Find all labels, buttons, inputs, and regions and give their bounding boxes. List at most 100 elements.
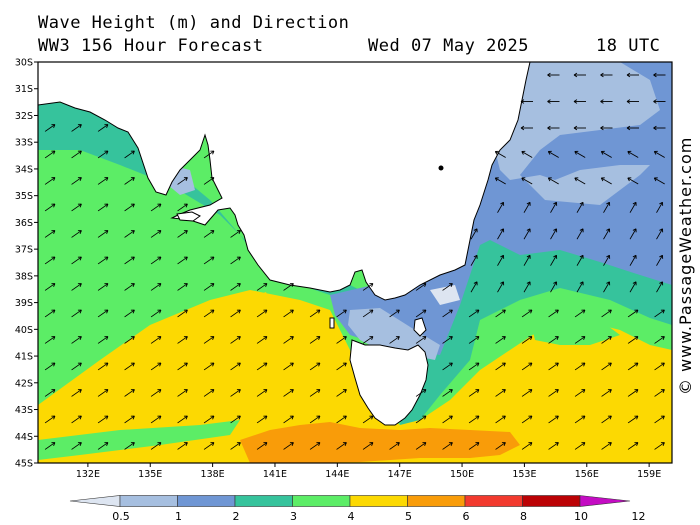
wave-arrow	[468, 309, 480, 318]
lon-label: 159E	[637, 469, 661, 480]
legend-swatch	[234, 495, 293, 507]
legend-label: 8	[520, 510, 527, 523]
mainland-australia	[38, 62, 531, 301]
wave-arrow	[389, 309, 400, 318]
wave-arrow	[656, 228, 664, 240]
wave-arrow	[627, 389, 639, 397]
wave-arrow	[71, 309, 82, 318]
wave-arrow	[521, 150, 533, 158]
wave-arrow	[468, 415, 480, 424]
wave-arrow	[230, 230, 241, 238]
wave-arrow	[336, 389, 347, 397]
wave-arrow	[283, 336, 294, 344]
wave-arrow	[548, 389, 559, 397]
wave-arrow	[177, 256, 188, 265]
wave-arrow	[468, 336, 480, 344]
wave-arrow	[177, 177, 188, 185]
wave-arrow	[574, 336, 586, 344]
wave-arrow	[601, 362, 612, 371]
wave-arrow	[124, 336, 135, 344]
band-6-8	[240, 422, 520, 463]
kangaroo-island	[176, 211, 201, 222]
forecast-time: 18 UTC	[596, 36, 661, 56]
wave-arrow	[44, 256, 56, 265]
wave-arrow	[548, 415, 559, 424]
wave-arrow	[230, 389, 241, 397]
chart-title: Wave Height (m) and Direction	[38, 13, 350, 33]
wave-arrow	[150, 283, 162, 291]
wave-arrow	[626, 125, 639, 131]
lat-label: 45S	[15, 459, 33, 470]
lon-label: 138E	[201, 469, 225, 480]
wave-arrow	[654, 442, 665, 450]
wave-arrow	[71, 230, 82, 238]
wave-arrow	[389, 336, 400, 344]
wave-arrow	[415, 309, 427, 318]
wave-arrow	[654, 362, 665, 371]
wave-arrow	[415, 283, 427, 291]
wave-arrow	[442, 389, 453, 397]
lat-label: 41S	[15, 352, 33, 363]
wave-arrow	[520, 125, 533, 131]
wave-arrow	[653, 177, 665, 185]
wave-arrow	[521, 177, 533, 185]
legend-swatch	[349, 495, 408, 507]
wave-arrow	[177, 389, 188, 397]
wave-arrow	[97, 442, 109, 450]
wave-arrow	[44, 309, 56, 318]
wave-arrow	[150, 415, 162, 424]
wave-arrow	[548, 442, 559, 450]
wave-arrow	[177, 336, 188, 344]
wave-arrow	[550, 228, 558, 240]
wave-arrow	[468, 389, 480, 397]
wave-arrow	[574, 309, 586, 318]
wave-arrow	[442, 362, 453, 371]
legend-label: 5	[405, 510, 412, 523]
wave-arrow	[177, 309, 188, 318]
wave-arrow	[150, 203, 162, 212]
wave-arrow	[71, 177, 82, 185]
wave-arrow	[150, 389, 162, 397]
wave-height-field	[38, 62, 672, 463]
wave-arrow	[653, 72, 666, 78]
wave-arrow	[177, 362, 188, 371]
lon-label: 147E	[388, 469, 412, 480]
legend-swatch	[177, 495, 236, 507]
lon-label: 153E	[512, 469, 536, 480]
wave-arrow	[44, 150, 56, 159]
wave-arrow	[521, 309, 533, 318]
wave-arrow	[627, 177, 639, 185]
wave-arrow	[573, 99, 586, 104]
lat-label: 33S	[15, 138, 33, 149]
lon-label: 135E	[138, 469, 162, 480]
wave-arrow	[654, 389, 665, 397]
wave-arrow	[124, 389, 135, 397]
wave-arrow	[574, 415, 586, 424]
wave-arrow	[177, 230, 188, 238]
wave-arrow	[521, 442, 533, 450]
map-frame	[37, 61, 673, 464]
king-island	[329, 317, 335, 329]
wave-arrow	[470, 281, 478, 293]
wave-arrow	[656, 281, 664, 293]
wave-arrow	[468, 442, 480, 450]
legend-swatch	[119, 495, 178, 507]
lat-label: 36S	[15, 218, 33, 229]
wave-arrow	[97, 336, 109, 344]
lat-label: 35S	[15, 191, 33, 202]
wave-arrow	[44, 177, 56, 185]
lat-label: 43S	[15, 405, 33, 416]
wave-arrow	[230, 256, 241, 265]
wave-arrow	[256, 362, 268, 371]
lat-label: 34S	[15, 164, 33, 175]
wave-arrow	[520, 99, 533, 104]
wave-arrow	[468, 362, 480, 371]
wave-arrow	[203, 442, 215, 450]
wave-arrow	[603, 254, 611, 266]
wave-arrow	[203, 336, 215, 344]
wave-arrow	[497, 254, 505, 266]
wave-arrow	[97, 177, 109, 185]
wave-arrow	[44, 124, 56, 132]
wave-arrow	[521, 389, 533, 397]
wave-arrow	[626, 72, 639, 78]
